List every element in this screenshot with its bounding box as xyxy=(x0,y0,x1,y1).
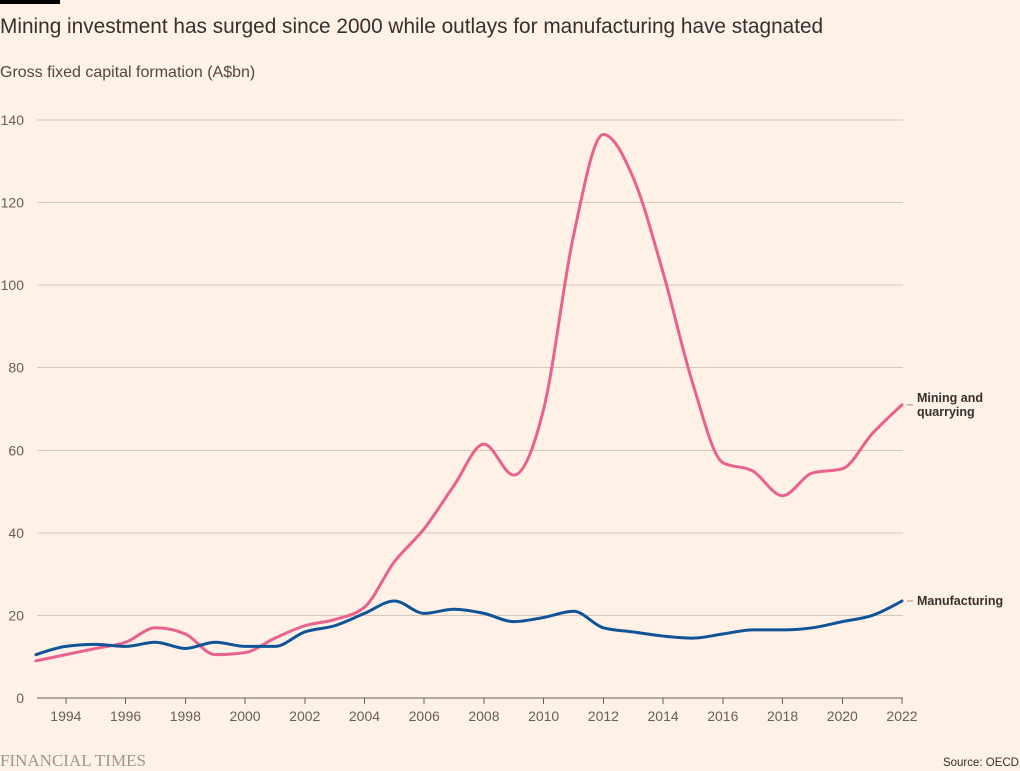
x-tick-label: 2008 xyxy=(468,708,499,724)
ft-top-bar xyxy=(0,0,60,4)
x-tick-label: 2016 xyxy=(707,708,738,724)
series-label-manufacturing: Manufacturing xyxy=(917,593,1004,608)
mining-and-quarrying-points xyxy=(33,131,905,663)
ft-logo: FINANCIAL TIMES xyxy=(0,751,146,770)
y-tick-label: 0 xyxy=(16,690,24,706)
y-gridlines xyxy=(37,119,903,699)
x-tick-label: 2018 xyxy=(767,708,798,724)
y-tick-label: 140 xyxy=(1,112,25,128)
y-tick-label: 120 xyxy=(1,195,25,211)
y-tick-label: 80 xyxy=(8,360,24,376)
x-tick-label: 2002 xyxy=(289,708,320,724)
y-tick-label: 20 xyxy=(8,607,24,623)
y-tick-label: 60 xyxy=(8,442,24,458)
source-note: Source: OECD xyxy=(942,757,1019,769)
x-tick-label: 1996 xyxy=(110,708,141,724)
y-tick-label: 100 xyxy=(1,277,25,293)
manufacturing-line xyxy=(34,599,904,657)
chart-title: Mining investment has surged since 2000 … xyxy=(0,15,824,38)
x-tick-label: 2020 xyxy=(827,708,858,724)
x-tick-label: 2022 xyxy=(886,708,917,724)
x-tick-label: 2004 xyxy=(349,708,380,724)
chart-subtitle: Gross fixed capital formation (A$bn) xyxy=(0,64,256,81)
x-tick-label: 2006 xyxy=(409,708,440,724)
series-group xyxy=(33,131,913,663)
series-label-mining-and-quarrying: Mining and quarrying xyxy=(917,390,983,419)
x-tick-label: 1994 xyxy=(50,708,81,724)
x-axis: 1994 1996 1998 2000 2002 2004 2006 2008 2010 2012… xyxy=(50,698,918,724)
x-tick-label: 2012 xyxy=(588,708,619,724)
y-tick-label: 40 xyxy=(8,525,24,541)
x-tick-label: 2000 xyxy=(229,708,260,724)
x-tick-label: 2014 xyxy=(648,708,679,724)
x-tick-label: 2010 xyxy=(528,708,559,724)
mining-and-quarrying-line xyxy=(34,132,904,663)
y-axis-labels: 0 20 40 60 80 100 120 140 xyxy=(1,112,25,706)
x-tick-label: 1998 xyxy=(170,708,201,724)
